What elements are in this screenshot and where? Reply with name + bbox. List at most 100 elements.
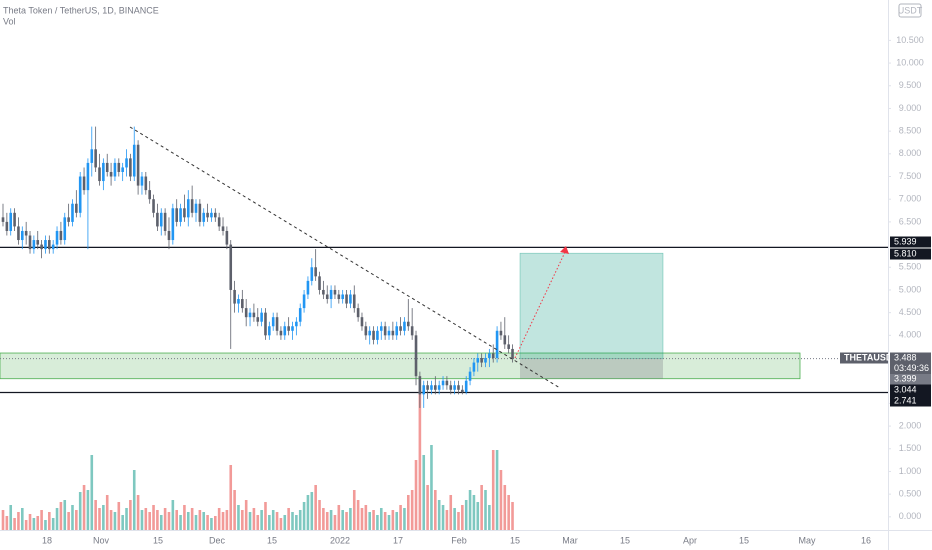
volume-bar [395,512,399,530]
price-badge: 5.939 [894,236,917,246]
candle-body [356,308,360,318]
volume-bar [175,510,178,530]
volume-bar [171,500,175,530]
volume-bar [75,510,78,530]
candle-body [105,162,109,172]
candle-body [376,330,379,340]
candle-body [186,199,190,218]
x-tick-label: 15 [620,535,630,545]
candle-body [268,326,271,336]
candle-body [410,326,414,336]
volume-bar [349,508,352,530]
volume-bar [13,518,16,530]
candle-body [233,289,236,304]
volume-bar [372,510,375,530]
volume-bar [488,505,491,530]
volume-bar [32,518,36,530]
volume-bar [407,495,410,530]
candle-body [171,208,175,241]
candle-body [136,144,140,186]
volume-bar [9,505,13,530]
candle-body [422,385,426,395]
x-tick-label: 15 [739,535,749,545]
support-zone[interactable] [0,352,801,380]
volume-bar [156,510,159,530]
volume-bar [295,515,298,530]
candle-body [345,294,348,304]
volume-bar [86,490,90,530]
volume-bar [356,500,360,530]
x-tick-label: Mar [562,535,578,545]
volume-bar [105,495,109,530]
volume-bar [457,512,460,530]
projection-arrow[interactable] [514,249,567,359]
y-tick-label: 9.500 [899,80,922,90]
arrow-head [560,246,569,254]
y-tick-label: 5.500 [899,262,922,272]
volume-bar [186,512,190,530]
volume-bar [48,512,51,530]
candle-body [152,199,155,213]
volume-bar [426,485,429,530]
volume-bar [379,508,383,530]
candle-body [364,326,368,336]
candle-body [125,158,128,168]
volume-bar [125,508,128,530]
volume-bar [503,485,507,530]
volume-bar [322,508,325,530]
y-tick-label: 4.000 [899,330,922,340]
volume-bar [434,490,437,530]
candle-body [352,294,356,309]
y-tick-label: 8.000 [899,148,922,158]
candle-body [140,176,144,186]
candle-body [329,289,333,300]
candle-body [167,230,171,241]
candle-body [414,335,418,377]
volume-bar [82,485,86,530]
candle-body [302,294,306,309]
drawings-back [0,246,888,394]
x-tick-label: Dec [209,535,226,545]
candle-body [306,280,310,295]
candle-body [59,230,63,241]
volume-bar [132,470,136,530]
candle-body [391,330,395,336]
volume-bar [368,512,371,530]
volume-bar [441,505,445,530]
candle-body [55,230,59,245]
countdown-bg [890,363,931,374]
volume-bar [225,510,229,530]
volume-bar [252,508,256,530]
volume-bar [472,495,476,530]
candle-body [318,276,321,290]
candle-body [341,294,344,300]
candle-body [333,289,337,295]
candle-body [271,317,275,327]
x-tick-label: 15 [267,535,277,545]
candle-body [264,312,267,336]
volume-bar [179,515,182,530]
candle-body [279,330,283,336]
candle-body [225,230,229,245]
candle-body [221,226,225,231]
candle-body [368,330,371,336]
candle-body [283,326,287,336]
y-tick-label: 7.000 [899,194,922,204]
x-tick-label: Feb [451,535,467,545]
candle-body [98,167,101,182]
volume-bar [325,512,329,530]
currency-button[interactable] [898,3,922,18]
candle-body [387,330,391,336]
position-stop [520,358,663,379]
candle-body [349,294,352,304]
volume-bar [449,495,453,530]
volume-bar [217,508,221,530]
volume-bar [480,485,483,530]
volume-bar [129,500,132,530]
candle-body [298,308,302,322]
candle-body [217,217,221,227]
volume-bar [333,515,337,530]
volume-bar [364,505,368,530]
volume-bar [414,460,418,530]
volume-bar [40,510,43,530]
